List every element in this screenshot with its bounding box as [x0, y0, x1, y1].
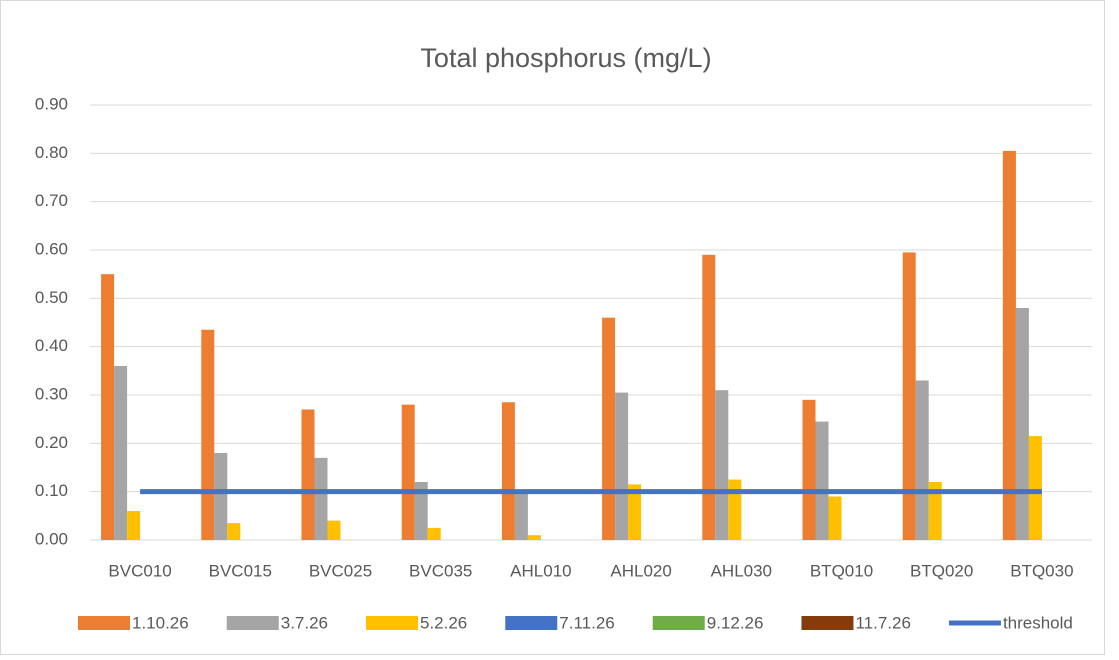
x-tick-label: BVC015: [209, 561, 272, 580]
bar: [314, 457, 328, 540]
bar: [527, 535, 541, 540]
y-tick-label: 0.70: [35, 191, 68, 210]
legend-swatch: [801, 616, 854, 630]
x-tick-label: AHL010: [510, 561, 571, 580]
x-tick-label: BVC010: [108, 561, 171, 580]
legend-swatch: [652, 616, 705, 630]
y-tick-label: 0.60: [35, 239, 68, 258]
bar: [602, 317, 616, 540]
bar: [114, 366, 128, 540]
bar: [501, 402, 515, 540]
bar: [301, 409, 315, 540]
bar: [915, 380, 929, 540]
x-tick-label: BVC035: [409, 561, 472, 580]
legend-swatch: [505, 616, 558, 630]
x-tick-label: AHL030: [711, 561, 772, 580]
bar: [815, 421, 829, 540]
bar: [802, 399, 816, 540]
x-tick-label: BTQ030: [1010, 561, 1073, 580]
bar: [615, 392, 629, 540]
bar: [728, 479, 742, 540]
bar: [1028, 436, 1042, 540]
bar: [401, 404, 415, 540]
bar: [414, 482, 428, 540]
bar: [427, 527, 441, 540]
legend-swatch: [366, 616, 418, 630]
bar: [227, 523, 241, 540]
bar: [101, 274, 115, 540]
bar: [902, 252, 916, 540]
bar: [127, 511, 141, 540]
y-tick-label: 0.40: [35, 336, 68, 355]
bar: [928, 482, 942, 540]
bar: [1015, 308, 1029, 540]
bar: [715, 390, 729, 540]
legend-label: 3.7.26: [281, 613, 328, 632]
chart-title: Total phosphorus (mg/L): [420, 43, 711, 73]
y-tick-label: 0.50: [35, 288, 68, 307]
bar: [828, 496, 842, 540]
legend-label: threshold: [1003, 613, 1073, 632]
legend-swatch: [78, 616, 130, 630]
bar: [514, 491, 528, 540]
legend-label: 11.7.26: [855, 613, 910, 632]
bar: [214, 453, 228, 540]
legend-label: 9.12.26: [707, 613, 764, 632]
y-tick-label: 0.90: [35, 94, 68, 113]
y-tick-label: 0.30: [35, 384, 68, 403]
legend-label: 1.10.26: [132, 613, 189, 632]
legend-label: 5.2.26: [420, 613, 467, 632]
bar: [327, 520, 341, 540]
legend-label: 7.11.26: [559, 613, 614, 632]
bar: [702, 254, 716, 541]
x-tick-label: BVC025: [309, 561, 372, 580]
x-tick-label: BTQ010: [810, 561, 873, 580]
y-tick-label: 0.80: [35, 143, 68, 162]
y-tick-label: 0.00: [35, 529, 68, 548]
x-tick-label: AHL020: [610, 561, 671, 580]
y-tick-label: 0.10: [35, 481, 68, 500]
legend-swatch: [226, 616, 279, 630]
bar: [201, 329, 215, 540]
bar: [1002, 150, 1016, 540]
y-tick-label: 0.20: [35, 433, 68, 452]
x-tick-label: BTQ020: [910, 561, 973, 580]
bar: [628, 484, 642, 540]
